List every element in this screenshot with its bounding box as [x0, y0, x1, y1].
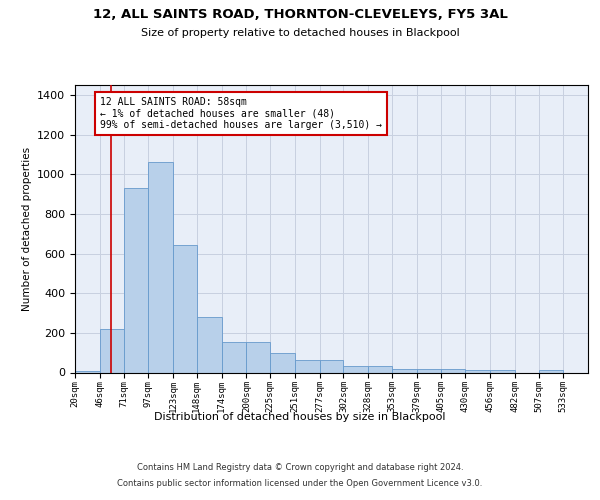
Bar	[270, 352, 295, 372]
Bar	[148, 162, 173, 372]
Bar	[295, 360, 320, 372]
Text: Distribution of detached houses by size in Blackpool: Distribution of detached houses by size …	[154, 412, 446, 422]
Y-axis label: Number of detached properties: Number of detached properties	[22, 146, 32, 311]
Bar	[416, 369, 442, 372]
Bar	[124, 188, 148, 372]
Text: 12, ALL SAINTS ROAD, THORNTON-CLEVELEYS, FY5 3AL: 12, ALL SAINTS ROAD, THORNTON-CLEVELEYS,…	[92, 8, 508, 20]
Bar	[247, 342, 270, 372]
Bar	[392, 369, 416, 372]
Bar	[197, 317, 221, 372]
Bar	[320, 360, 343, 372]
Text: Contains public sector information licensed under the Open Government Licence v3: Contains public sector information licen…	[118, 478, 482, 488]
Bar	[465, 370, 490, 372]
Bar	[539, 370, 563, 372]
Bar	[173, 244, 197, 372]
Bar	[368, 366, 392, 372]
Bar	[100, 329, 124, 372]
Text: Size of property relative to detached houses in Blackpool: Size of property relative to detached ho…	[140, 28, 460, 38]
Text: 12 ALL SAINTS ROAD: 58sqm
← 1% of detached houses are smaller (48)
99% of semi-d: 12 ALL SAINTS ROAD: 58sqm ← 1% of detach…	[100, 97, 382, 130]
Bar	[75, 370, 100, 372]
Bar	[442, 369, 465, 372]
Text: Contains HM Land Registry data © Crown copyright and database right 2024.: Contains HM Land Registry data © Crown c…	[137, 464, 463, 472]
Bar	[343, 366, 368, 372]
Bar	[221, 342, 247, 372]
Bar	[490, 370, 515, 372]
